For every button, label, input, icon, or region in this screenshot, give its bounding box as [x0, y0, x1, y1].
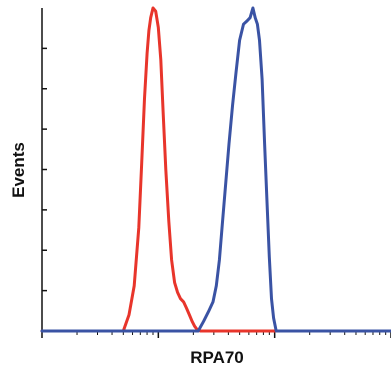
- series-2-line: [40, 6, 391, 333]
- histogram-series: [40, 6, 391, 333]
- x-axis-title: RPA70: [190, 348, 244, 367]
- y-axis-title: Events: [9, 142, 28, 198]
- series-1-line: [40, 6, 391, 333]
- plot-area: [40, 6, 391, 338]
